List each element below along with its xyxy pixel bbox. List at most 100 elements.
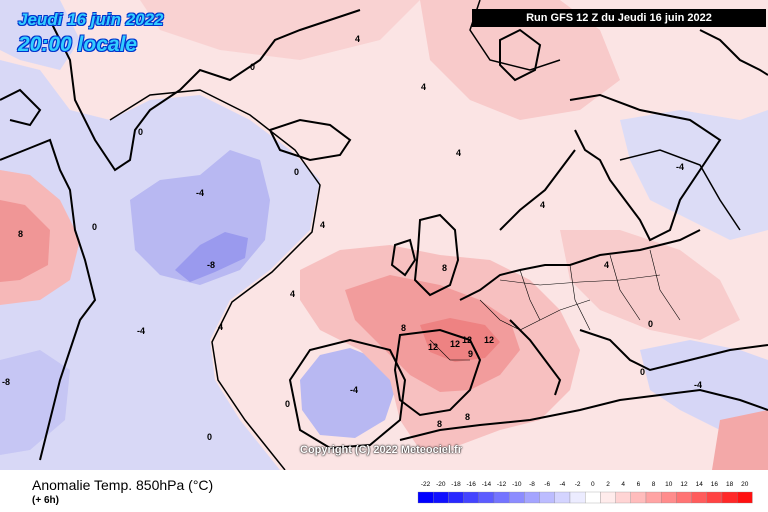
isoline-zero-atlantic	[109, 89, 321, 470]
legend-swatch	[417, 491, 434, 504]
legend-swatch	[509, 491, 525, 504]
legend-swatch	[448, 491, 464, 504]
legend-tick-label: -8	[529, 481, 535, 488]
coast-iberia	[393, 328, 482, 417]
label-plus12: 12	[462, 335, 472, 345]
legend-swatch	[721, 491, 738, 504]
legend-tick-label: -16	[466, 481, 476, 488]
legend-tick-label: 18	[726, 481, 734, 488]
forecast-time: 20:00 locale	[18, 33, 138, 56]
label-plus4: 4	[355, 34, 360, 44]
label-plus9: 9	[468, 349, 473, 359]
coast-iceland	[268, 118, 352, 162]
coast-scandinavia	[569, 93, 722, 242]
legend-swatch	[585, 491, 601, 504]
coast-canada	[0, 138, 97, 461]
legend-swatch	[478, 491, 495, 504]
legend-tick-label: -12	[497, 481, 507, 488]
border-1	[479, 299, 591, 331]
label-plus8: 8	[465, 412, 470, 422]
legend-swatch	[569, 491, 586, 504]
coast-africa	[399, 388, 768, 441]
coast-arctic-islands	[0, 88, 42, 127]
coast-norway	[499, 149, 576, 231]
legend-swatch	[676, 491, 692, 504]
label-plus8: 8	[442, 263, 447, 273]
label-plus8: 8	[437, 419, 442, 429]
legend-tick-label: -2	[575, 481, 581, 488]
legend-tick-label: 6	[637, 481, 641, 488]
warm-anomaly-west-core	[0, 200, 50, 282]
cold-anomaly-scandinavia	[620, 110, 768, 240]
label-minus4: -4	[676, 162, 684, 172]
cold-anomaly-azores	[300, 348, 395, 438]
legend-swatch	[645, 491, 662, 504]
coast-ireland	[390, 238, 417, 277]
coast-svalbard	[499, 28, 542, 82]
legend-swatch	[630, 491, 647, 504]
legend-tick-label: -14	[482, 481, 492, 488]
legend-tick-label: 0	[591, 481, 595, 488]
color-legend: -22 -20 -18 -16 -14 -12 -10 -8 -6 -4 -2 0 2 4 6 8 10 12 14…	[417, 481, 753, 504]
label-plus4: 4	[218, 322, 223, 332]
warm-anomaly-arctic	[140, 0, 420, 60]
legend-swatch	[661, 491, 677, 504]
border-2	[519, 269, 541, 321]
cold-anomaly-southwest	[0, 350, 70, 455]
legend-tick-label: 16	[711, 481, 719, 488]
label-zero: 0	[285, 399, 290, 409]
cold-anomaly-east-med	[640, 340, 768, 430]
temperature-anomaly-map: 0 0 0 0 0 0 0 0 -4 -4 -4 -4 -4 -8 -8 4 4…	[0, 0, 768, 470]
label-plus4: 4	[456, 148, 461, 158]
label-plus4: 4	[290, 289, 295, 299]
label-plus4: 4	[421, 82, 426, 92]
legend-swatch	[737, 491, 753, 504]
isoline-zero-east	[619, 149, 741, 231]
label-minus8: -8	[2, 377, 10, 387]
label-plus4: 4	[604, 260, 609, 270]
legend-tick-label: 4	[621, 481, 625, 488]
legend-swatch	[706, 491, 723, 504]
label-minus4: -4	[137, 326, 145, 336]
legend-tick-label: -4	[560, 481, 566, 488]
label-plus12: 12	[484, 335, 494, 345]
legend-swatch	[691, 491, 707, 504]
cold-anomaly-core	[175, 232, 248, 282]
legend-swatch	[554, 491, 571, 504]
coast-greenland	[49, 9, 361, 172]
coastlines	[0, 9, 768, 461]
legend-tick-label: 8	[652, 481, 656, 488]
legend-tick-label: 20	[741, 481, 749, 488]
legend-tick-label: 12	[680, 481, 688, 488]
map-footer: Anomalie Temp. 850hPa (°C) (+ 6h) -22 -20…	[0, 470, 768, 512]
label-minus4: -4	[196, 188, 204, 198]
border-5	[649, 249, 681, 321]
label-plus8: 8	[401, 323, 406, 333]
legend-tick-label: -10	[512, 481, 522, 488]
label-minus4: -4	[694, 380, 702, 390]
country-borders	[429, 249, 681, 361]
label-minus4: -4	[350, 385, 358, 395]
label-zero: 0	[640, 367, 645, 377]
border-4	[609, 254, 641, 321]
copyright-notice: Copyright (C) 2022 Meteociel.fr	[300, 444, 462, 456]
legend-tick-label: -20	[436, 481, 446, 488]
label-plus4: 4	[320, 220, 325, 230]
label-plus8: 8	[18, 229, 23, 239]
warm-anomaly-east	[560, 230, 740, 340]
label-plus12: 12	[450, 339, 460, 349]
legend-swatch	[615, 491, 631, 504]
coast-italy	[509, 319, 562, 396]
legend-tick-label: -22	[421, 481, 431, 488]
coast-novaya-zemlya	[699, 29, 768, 76]
coast-europe	[459, 229, 701, 301]
legend-swatch	[463, 491, 479, 504]
legend-swatch	[539, 491, 555, 504]
label-zero: 0	[294, 167, 299, 177]
border-7	[429, 339, 470, 361]
model-run-banner: Run GFS 12 Z du Jeudi 16 juin 2022	[472, 9, 766, 27]
legend-swatch	[433, 491, 449, 504]
legend-tick-label: 10	[665, 481, 673, 488]
legend-tick-label: 2	[606, 481, 610, 488]
warm-anomaly-southeast	[712, 410, 768, 470]
